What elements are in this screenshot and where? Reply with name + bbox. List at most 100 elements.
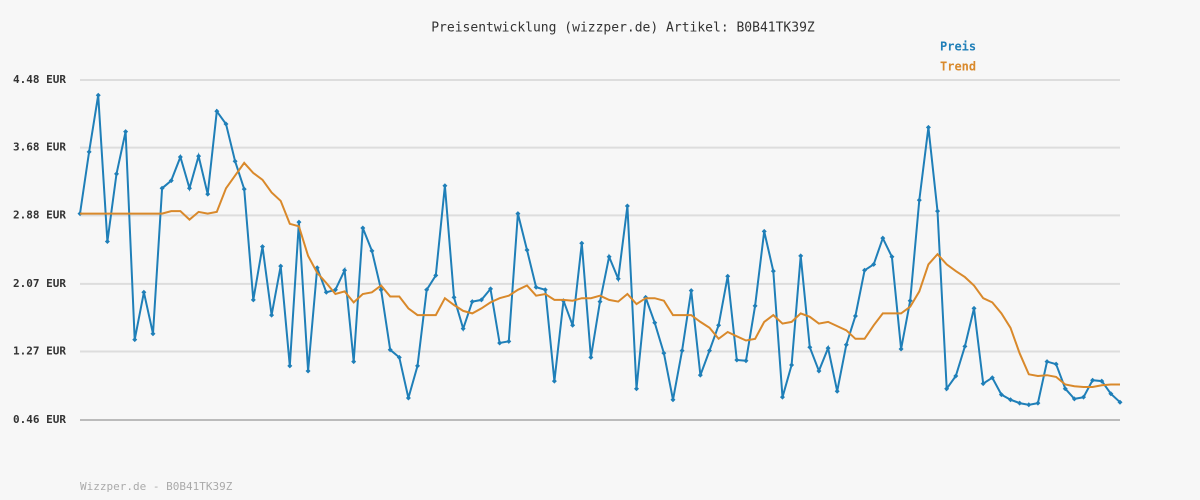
point <box>141 289 147 295</box>
point <box>816 368 822 374</box>
point <box>1044 359 1050 365</box>
point <box>241 186 247 192</box>
point <box>633 386 639 392</box>
chart-title: Preisentwicklung (wizzper.de) Artikel: B… <box>431 21 815 36</box>
point <box>852 313 858 319</box>
point <box>789 362 795 368</box>
point <box>935 208 941 214</box>
point <box>1062 386 1068 392</box>
point <box>396 354 402 360</box>
point <box>752 303 758 309</box>
point <box>716 322 722 328</box>
point <box>478 297 484 303</box>
footer: Wizzper.de - B0B41TK39Z <box>80 480 233 493</box>
point <box>305 368 311 374</box>
point <box>186 185 192 191</box>
point <box>86 149 92 155</box>
series-line <box>80 161 1120 388</box>
point <box>287 363 293 369</box>
point <box>1053 361 1059 367</box>
point <box>269 312 275 318</box>
point <box>734 357 740 363</box>
point <box>296 219 302 225</box>
point <box>533 284 539 290</box>
point <box>1117 399 1123 405</box>
point <box>925 124 931 130</box>
y-tick-label: 0.46 EUR <box>13 413 66 426</box>
point <box>779 394 785 400</box>
point <box>360 225 366 231</box>
point <box>770 268 776 274</box>
point <box>497 340 503 346</box>
point <box>1090 377 1096 383</box>
point <box>451 294 457 300</box>
point <box>1081 394 1087 400</box>
point <box>232 158 238 164</box>
point <box>670 397 676 403</box>
point <box>113 171 119 177</box>
point <box>679 348 685 354</box>
point <box>862 267 868 273</box>
point <box>342 267 348 273</box>
point <box>259 244 265 250</box>
point <box>953 373 959 379</box>
point <box>834 388 840 394</box>
point <box>798 253 804 259</box>
y-tick-label: 2.07 EUR <box>13 277 66 290</box>
point <box>843 342 849 348</box>
point <box>415 363 421 369</box>
point <box>369 248 375 254</box>
point <box>1099 378 1105 384</box>
point <box>989 375 995 381</box>
point <box>442 183 448 189</box>
point <box>725 273 731 279</box>
point <box>998 392 1004 398</box>
point <box>980 381 986 387</box>
point <box>889 254 895 260</box>
point <box>706 348 712 354</box>
point <box>962 343 968 349</box>
point <box>597 299 603 305</box>
point <box>1108 391 1114 397</box>
point <box>1008 397 1014 403</box>
point <box>488 286 494 292</box>
point <box>588 354 594 360</box>
point <box>880 235 886 241</box>
point <box>1071 396 1077 402</box>
point <box>424 287 430 293</box>
point <box>95 92 101 98</box>
y-tick-label: 3.68 EUR <box>13 141 66 154</box>
point <box>916 197 922 203</box>
point <box>944 386 950 392</box>
point <box>196 153 202 159</box>
point <box>542 287 548 293</box>
point <box>688 288 694 294</box>
point <box>214 108 220 114</box>
point <box>132 337 138 343</box>
point <box>351 359 357 365</box>
point <box>168 178 174 184</box>
point <box>579 240 585 246</box>
point <box>606 254 612 260</box>
point <box>871 261 877 267</box>
point <box>150 331 156 337</box>
y-tick-label: 4.48 EUR <box>13 73 66 86</box>
point <box>123 129 129 135</box>
point <box>624 203 630 209</box>
point <box>1017 400 1023 406</box>
point <box>104 239 110 245</box>
point <box>807 344 813 350</box>
point <box>652 320 658 326</box>
point <box>506 338 512 344</box>
point <box>223 121 229 127</box>
point <box>250 297 256 303</box>
point <box>898 346 904 352</box>
point <box>743 358 749 364</box>
point <box>761 228 767 234</box>
point <box>405 395 411 401</box>
point <box>460 326 466 332</box>
point <box>825 345 831 351</box>
legend-label: Trend <box>940 60 976 74</box>
point <box>177 154 183 160</box>
